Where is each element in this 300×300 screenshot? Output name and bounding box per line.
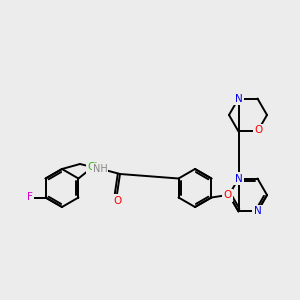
Text: O: O <box>223 190 232 200</box>
Text: N: N <box>235 173 242 184</box>
Text: O: O <box>254 125 262 136</box>
Text: N: N <box>235 94 242 103</box>
Text: F: F <box>27 193 32 202</box>
Text: O: O <box>113 196 121 206</box>
Text: Cl: Cl <box>87 163 98 172</box>
Text: NH: NH <box>93 164 107 174</box>
Text: N: N <box>254 206 261 217</box>
